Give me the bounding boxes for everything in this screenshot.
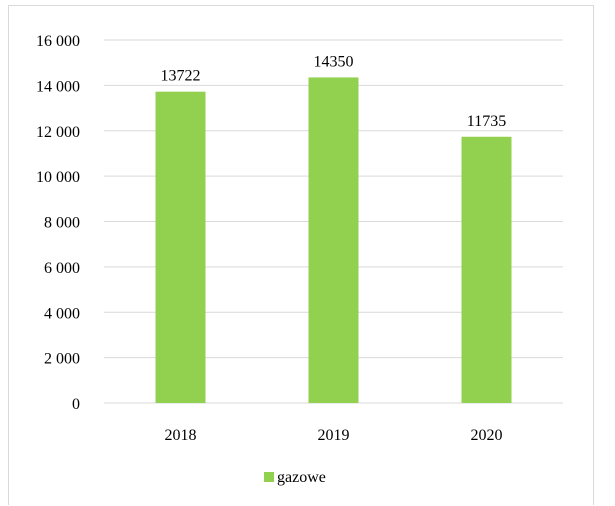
data-label: 13722 [161,68,201,85]
y-tick-label: 0 [72,396,80,413]
data-labels: 13722 14350 11735 [161,53,507,129]
y-tick-label: 16 000 [36,33,80,50]
bar-2020 [461,136,512,403]
bar-2018 [155,91,206,403]
y-tick-label: 6 000 [44,260,80,277]
y-tick-label: 8 000 [44,215,80,232]
chart-frame [8,5,594,505]
x-tick-label: 2018 [165,427,197,444]
data-label: 14350 [314,53,354,70]
y-tick-label: 4 000 [44,305,80,322]
data-label: 11735 [467,113,506,130]
bar-2019 [308,77,359,403]
y-tick-label: 2 000 [44,351,80,368]
y-tick-label: 14 000 [36,78,80,95]
y-axis-ticks: 0 2 000 4 000 6 000 8 000 10 000 12 000 14 000 1… [36,33,80,413]
x-axis-ticks: 2018 2019 2020 [165,427,503,444]
x-tick-label: 2019 [318,427,350,444]
y-tick-label: 12 000 [36,124,80,141]
y-tick-label: 10 000 [36,169,80,186]
legend-swatch [264,472,274,482]
x-tick-label: 2020 [471,427,503,444]
bars [155,77,512,403]
legend: gazowe [264,469,326,486]
legend-label: gazowe [277,469,326,486]
